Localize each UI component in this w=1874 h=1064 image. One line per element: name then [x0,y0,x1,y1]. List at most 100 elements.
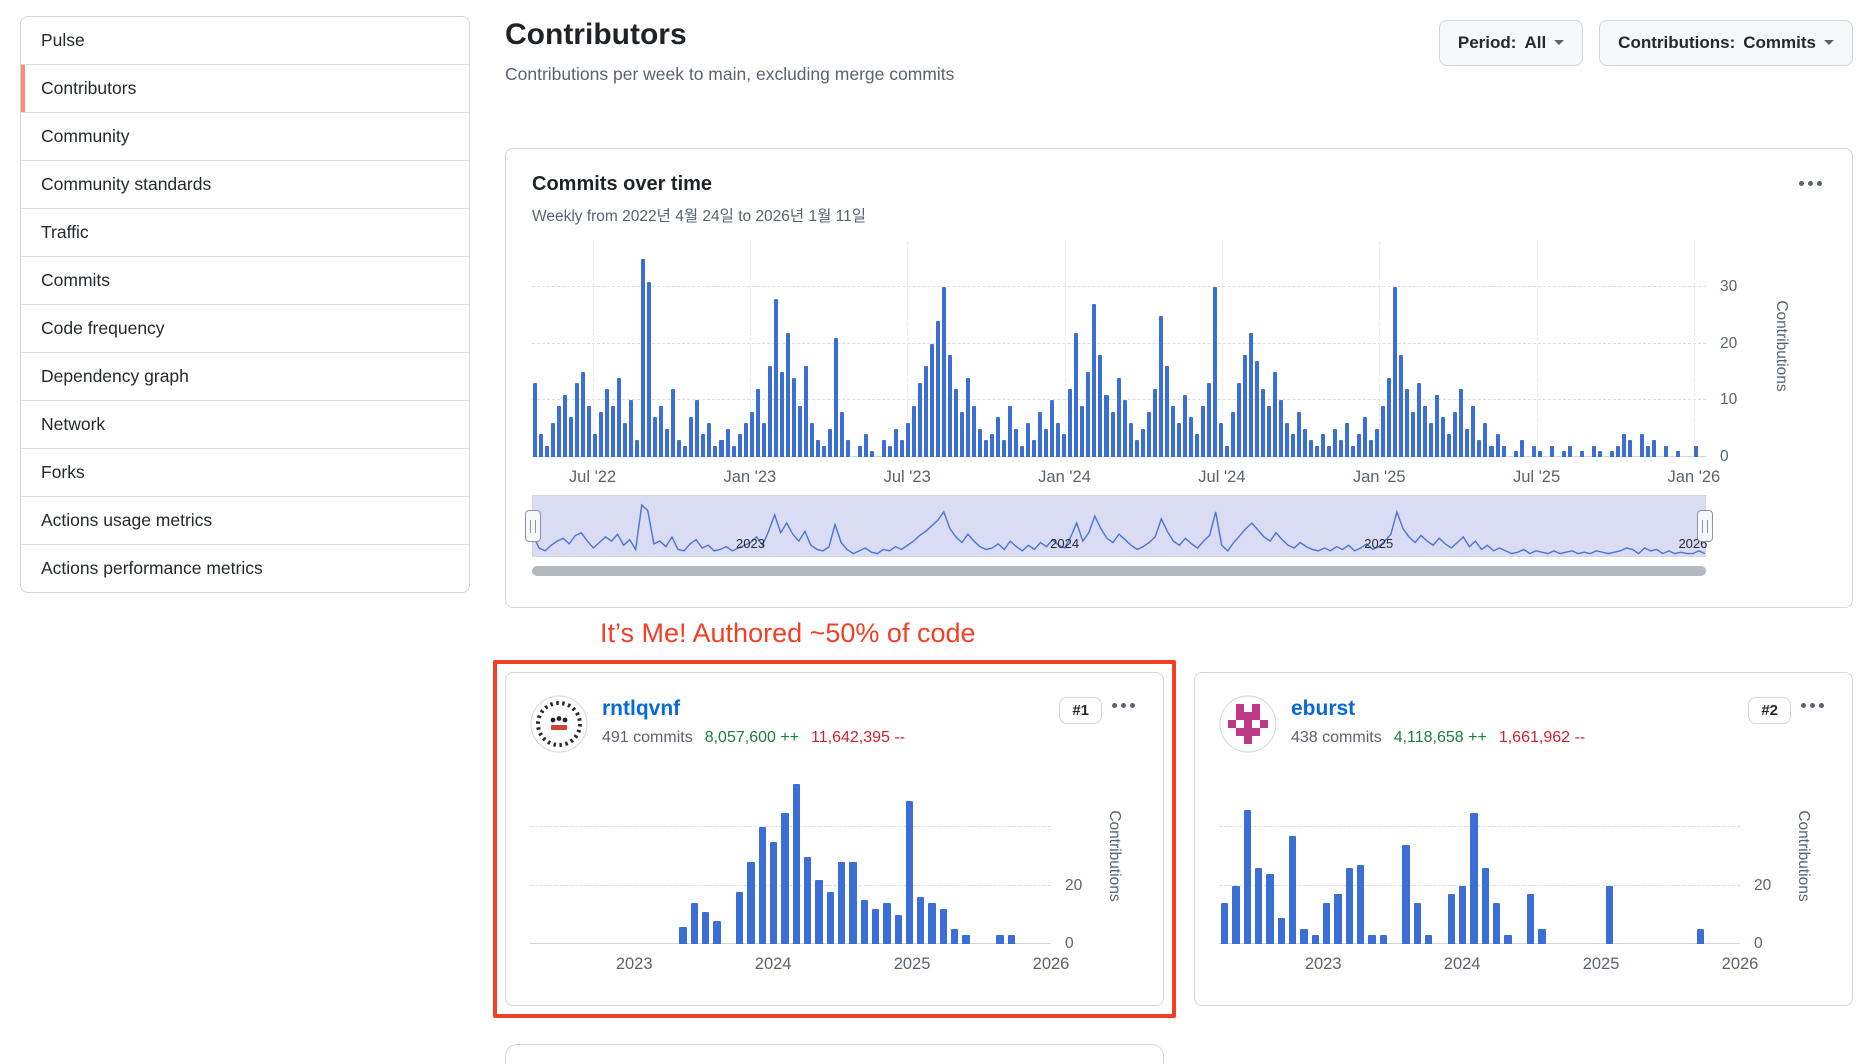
x-tick-label: Jul '22 [568,468,617,486]
chart-y-axis-title: Contributions [1773,300,1790,392]
contributor-avatar[interactable] [530,695,588,753]
bar [1134,440,1139,457]
bar [821,445,826,457]
bar [887,445,892,457]
bar [735,891,744,944]
bar [749,411,754,457]
range-year-label: 2024 [1050,536,1080,551]
bar [1104,394,1109,457]
x-tick-label: Jan '26 [1667,468,1721,486]
bar [1116,377,1121,457]
sidebar-item-contributors[interactable]: Contributors [21,64,469,112]
chart-subtitle: Weekly from 2022년 4월 24일 to 2026년 1월 11일 [532,208,867,225]
x-tick-label: Jul '23 [883,468,931,486]
bar [713,920,721,944]
period-filter-button[interactable]: Period: All [1438,20,1584,66]
bar [1675,451,1680,457]
next-contributor-card-edge [505,1044,1164,1064]
sidebar-item-pulse[interactable]: Pulse [41,30,85,50]
sidebar-item-community-standards[interactable]: Community standards [21,160,469,208]
bar [1429,423,1434,457]
bar [837,862,846,944]
sidebar-item-network[interactable]: Network [21,400,469,448]
bar [1200,406,1205,457]
bar [587,406,592,457]
bar [1315,445,1320,457]
bar [1402,844,1410,944]
kebab-menu-icon[interactable] [1108,695,1139,716]
sidebar-item-actions-performance-metrics[interactable]: Actions performance metrics [21,544,469,592]
bar [857,445,862,457]
scrollbar-thumb[interactable] [532,566,1706,576]
sidebar-item-actions-usage-metrics[interactable]: Actions usage metrics [21,496,469,544]
bar [917,897,925,944]
contributor-list: rntlqvnf 491 commits 8,057,600 ++ 11,642… [493,660,1853,1018]
bar [1356,865,1365,944]
bar [1333,428,1338,457]
bar [792,783,800,944]
range-selector-left-handle[interactable] [525,510,541,542]
bar [1549,445,1554,457]
horizontal-scrollbar[interactable] [532,566,1706,576]
bar [695,400,700,457]
additions-count: 4,118,658 ++ [1393,729,1487,746]
range-selector-selection[interactable] [533,496,1705,556]
bar [1164,366,1169,457]
contributions-filter-button[interactable]: Contributions: Commits [1599,20,1853,66]
gridline [530,884,1051,886]
bar [1232,885,1240,944]
range-selector-right-handle[interactable] [1697,510,1713,542]
bar [1453,411,1458,457]
contributor-1-chart: 0 20 2023 2024 2025 2026 Contributions [530,769,1139,976]
bar [1504,935,1512,944]
bar [1363,417,1368,457]
bar [893,428,898,457]
kebab-menu-icon[interactable] [1795,173,1826,194]
sidebar-item-forks[interactable]: Forks [21,448,469,496]
bar [939,909,948,944]
kebab-menu-icon[interactable] [1797,695,1828,716]
chart-y-axis-title: Contributions [1106,810,1123,902]
bar [928,903,936,944]
page-subtitle: Contributions per week to main, excludin… [505,64,955,84]
contributor-avatar[interactable] [1219,695,1277,753]
bar [635,440,640,457]
bar [1561,451,1566,457]
bar [1086,372,1091,457]
bar [1074,332,1079,457]
bar [690,903,698,944]
bar [905,423,910,457]
x-tick-label: 2024 [754,955,792,973]
contributor-name-link[interactable]: eburst [1291,697,1356,720]
sidebar-item-community[interactable]: Community [21,112,469,160]
bar [869,451,874,457]
bar [1597,451,1602,457]
bar [713,445,718,457]
x-tick-label: 2023 [615,955,653,973]
bar [845,440,850,457]
chart-plot-region: 0 20 2023 2024 2025 2026 [1219,769,1771,976]
x-tick-label: Jul '25 [1512,468,1561,486]
bar [954,389,959,457]
contributor-name-link[interactable]: rntlqvnf [602,697,681,720]
bar [1345,423,1350,457]
sidebar-item-dependency-graph[interactable]: Dependency graph [21,352,469,400]
sidebar-item-code-frequency[interactable]: Code frequency [21,304,469,352]
chevron-down-icon [1554,40,1565,50]
user-annotation-text: It’s Me! Authored ~50% of code [600,618,976,648]
bar [924,366,929,457]
sidebar-item-commits[interactable]: Commits [21,256,469,304]
bar [707,423,712,457]
gridline [530,826,1051,828]
bar [689,417,694,457]
chart-range-selector[interactable]: 2023 2024 2025 2026 [525,495,1713,557]
bar [761,423,766,457]
bar [951,929,959,944]
sidebar-item-traffic[interactable]: Traffic [21,208,469,256]
bar [803,366,808,457]
chart-plot: 0 10 20 30 [532,242,1737,465]
bar [1411,411,1416,457]
filter-bar: Period: All Contributions: Commits [1438,20,1853,66]
x-tick-label: 2023 [1304,955,1342,973]
bar [1606,885,1614,944]
